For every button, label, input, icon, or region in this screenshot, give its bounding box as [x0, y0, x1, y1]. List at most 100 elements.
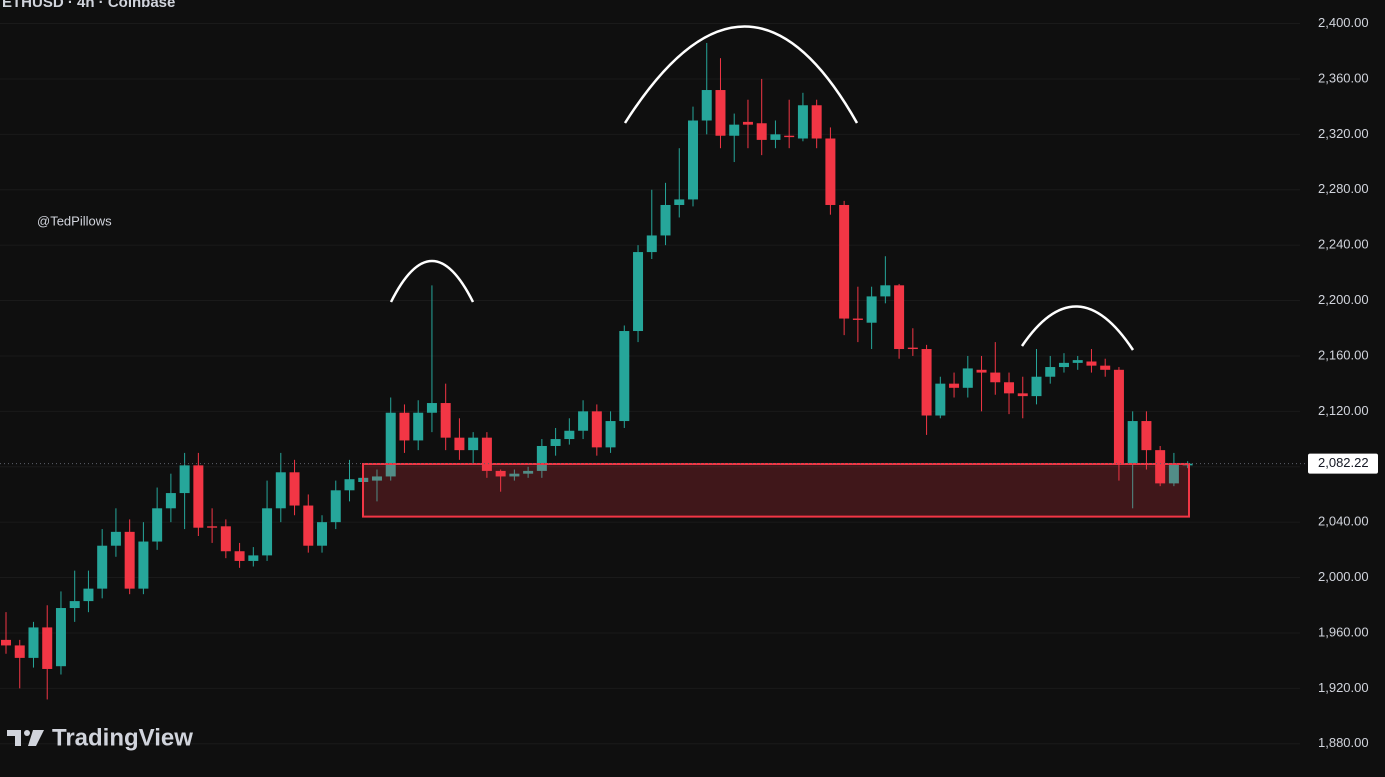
candle-body	[907, 347, 918, 350]
candle-body	[1004, 382, 1015, 394]
candle-body	[468, 437, 479, 451]
candle-body	[1155, 450, 1166, 484]
candle-body	[42, 627, 53, 669]
candle-body	[317, 522, 328, 546]
candle-body	[152, 508, 163, 542]
candle-body	[179, 465, 190, 494]
candle-body	[536, 445, 547, 471]
candle-body	[1141, 421, 1152, 451]
candle-body	[399, 412, 410, 441]
candle-body	[949, 383, 960, 388]
candle-body	[385, 412, 396, 477]
candle-body	[990, 372, 1001, 383]
candle-body	[1113, 369, 1124, 464]
candle-body	[742, 121, 753, 125]
candle-body	[839, 204, 850, 319]
candle-body	[234, 551, 245, 561]
candle-body	[289, 472, 300, 506]
candle-body	[1127, 421, 1138, 464]
chart-title: ETHUSD · 4h · Coinbase	[2, 0, 175, 11]
candle-body	[1031, 376, 1042, 397]
candle-body	[1072, 360, 1083, 363]
candle-body	[1086, 361, 1097, 366]
y-tick-label: 1,880.00	[1318, 735, 1369, 750]
candle-body	[646, 235, 657, 253]
last-price-box	[1308, 453, 1378, 474]
candle-body	[770, 134, 781, 140]
candle-body	[962, 368, 973, 388]
y-tick-label: 1,960.00	[1318, 624, 1369, 639]
y-tick-label: 2,040.00	[1318, 514, 1369, 529]
candle-body	[935, 383, 946, 416]
candles	[1, 42, 1193, 700]
candle-body	[715, 90, 726, 136]
candle-body	[660, 204, 671, 236]
candle-body	[756, 123, 767, 140]
candle-body	[784, 135, 795, 138]
shoulder-arc	[1020, 305, 1135, 351]
candle-body	[220, 526, 231, 552]
candle-body	[55, 608, 66, 667]
y-tick-label: 2,240.00	[1318, 237, 1369, 252]
candle-body	[426, 403, 437, 413]
candle-body	[344, 479, 355, 491]
overlay	[0, 25, 1305, 518]
candle-body	[605, 421, 616, 448]
candle-body	[976, 369, 987, 373]
candle-body	[262, 508, 273, 556]
candle-body	[413, 412, 424, 441]
y-tick-label: 2,360.00	[1318, 70, 1369, 85]
candle-body	[921, 349, 932, 416]
y-tick-label: 1,920.00	[1318, 680, 1369, 695]
y-tick-label: 2,160.00	[1318, 347, 1369, 362]
candle-body	[110, 531, 121, 546]
brand: TradingView	[52, 724, 193, 751]
logo-dot	[24, 730, 30, 736]
candle-body	[275, 472, 286, 509]
candle-body	[797, 105, 808, 139]
candle-body	[248, 555, 259, 561]
y-tick-label: 2,400.00	[1318, 15, 1369, 30]
candle-body	[674, 199, 685, 205]
candle-body	[193, 465, 204, 528]
shoulder-arc	[389, 259, 475, 303]
candle-body	[97, 545, 108, 589]
candle-body	[1045, 367, 1056, 377]
candle-body	[688, 120, 698, 200]
candle-body	[440, 403, 451, 438]
brand-logo	[7, 730, 44, 746]
candle-body	[165, 493, 176, 509]
candle-body	[591, 411, 602, 448]
candle-body	[303, 505, 314, 546]
y-tick-label: 2,280.00	[1318, 181, 1369, 196]
candle-body	[1100, 365, 1111, 370]
candle-body	[619, 331, 630, 422]
candle-body	[124, 531, 135, 589]
candle-body	[207, 526, 218, 528]
candle-body	[509, 473, 520, 477]
candle-body	[495, 470, 506, 477]
candle-body	[481, 437, 492, 471]
candle-body	[811, 105, 822, 139]
y-tick-label: 2,320.00	[1318, 126, 1369, 141]
candle-body	[866, 296, 877, 323]
candle-body	[825, 138, 836, 205]
candle-body	[729, 124, 740, 136]
candle-body	[1, 639, 11, 646]
price-axis: 1,880.00 1,920.00 1,960.00 2,000.00 2,040.00…	[1308, 15, 1378, 750]
candle-body	[550, 439, 561, 446]
last-price-label: 2,082.22	[1318, 455, 1369, 470]
candle-body	[138, 541, 149, 589]
candle-body	[523, 470, 534, 474]
logo-mark	[7, 730, 21, 746]
y-tick-label: 2,000.00	[1318, 569, 1369, 584]
logo-mark	[28, 730, 44, 746]
candle-body	[1017, 393, 1028, 397]
candle-body	[852, 318, 863, 320]
y-tick-label: 2,120.00	[1318, 403, 1369, 418]
candle-body	[633, 252, 644, 332]
candle-body	[454, 437, 465, 451]
candle-body	[880, 285, 891, 297]
candle-body	[14, 645, 25, 658]
